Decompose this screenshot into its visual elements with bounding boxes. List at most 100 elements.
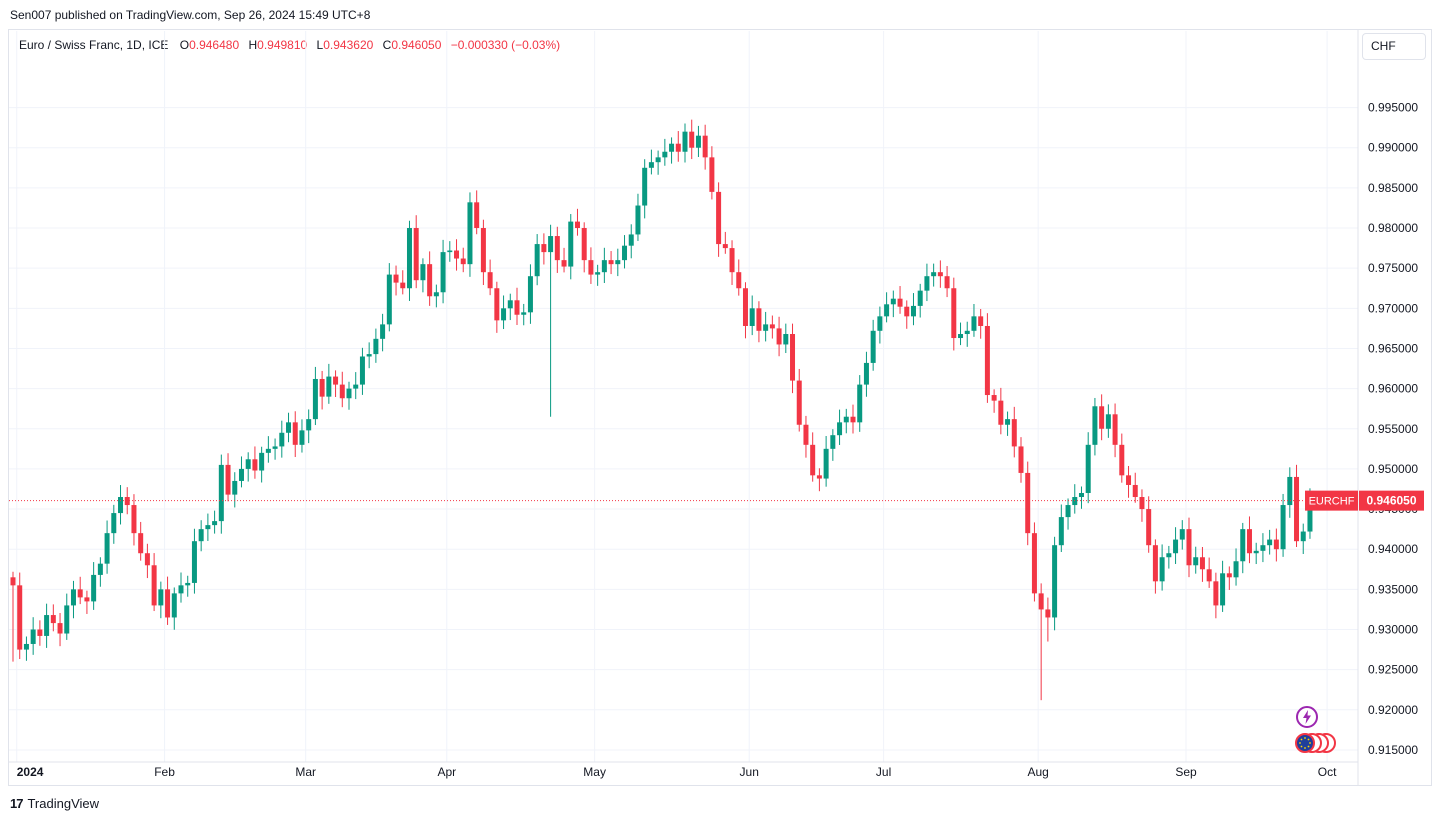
currency-button[interactable]: CHF <box>1362 33 1426 60</box>
candle <box>527 264 533 324</box>
candle <box>30 617 36 655</box>
candle <box>346 381 352 410</box>
candle <box>238 456 244 488</box>
candle <box>494 281 500 333</box>
y-tick-label: 0.925000 <box>1368 663 1418 677</box>
candle-body <box>1139 497 1145 510</box>
candle-body <box>265 448 271 453</box>
candle-body <box>386 274 392 325</box>
candle <box>769 315 775 339</box>
candle <box>595 264 601 286</box>
candle <box>326 363 332 404</box>
candle-body <box>17 585 23 650</box>
candle <box>84 590 90 614</box>
candle-body <box>158 589 164 606</box>
candle <box>413 215 419 289</box>
candle <box>561 247 567 273</box>
candle <box>165 576 171 625</box>
candle-body <box>601 260 607 273</box>
eu-flag-icon[interactable] <box>1294 731 1338 755</box>
candle <box>1005 411 1011 436</box>
candle-body <box>460 258 466 265</box>
candle <box>514 287 520 325</box>
candle-body <box>521 312 527 315</box>
candle-body <box>124 497 130 506</box>
candle <box>783 323 789 354</box>
candle <box>1105 404 1111 438</box>
candle-body <box>978 316 984 326</box>
candle-body <box>1307 501 1313 532</box>
candle-body <box>30 629 36 644</box>
candle-body <box>729 248 735 273</box>
candle <box>272 438 278 460</box>
candle <box>1078 486 1084 509</box>
candle-body <box>413 228 419 281</box>
candle-body <box>23 643 29 650</box>
candle <box>57 612 63 647</box>
candle-body <box>353 384 359 389</box>
candle <box>790 323 796 394</box>
y-tick-label: 0.920000 <box>1368 703 1418 717</box>
candle <box>958 322 964 346</box>
candle-body <box>904 306 910 317</box>
candle-body <box>1159 557 1165 582</box>
candle-body <box>1287 476 1293 506</box>
candle <box>1152 539 1158 594</box>
candle <box>366 342 372 369</box>
candle <box>1267 529 1273 555</box>
candle <box>1280 493 1286 557</box>
candle <box>64 593 70 640</box>
symbol-title[interactable]: Euro / Swiss Franc, 1D, ICE <box>19 38 169 52</box>
candle <box>17 572 23 660</box>
lightning-icon[interactable] <box>1295 705 1319 729</box>
candle-body <box>581 228 587 261</box>
candle <box>910 293 916 326</box>
candle <box>151 553 157 612</box>
y-tick-label: 0.985000 <box>1368 181 1418 195</box>
candle-body <box>796 380 802 425</box>
candle <box>574 208 580 236</box>
candle-body <box>548 236 554 253</box>
candle <box>682 123 688 163</box>
candle-body <box>1065 505 1071 518</box>
footer-brand[interactable]: TradingView <box>27 796 100 811</box>
candle <box>534 234 540 286</box>
candle <box>816 468 822 492</box>
candle <box>1126 465 1132 498</box>
candle <box>232 472 238 508</box>
candle-body <box>1018 446 1024 473</box>
candle-body <box>716 191 722 245</box>
candle-body <box>447 250 453 253</box>
high-label: H <box>248 38 258 52</box>
candle <box>675 131 681 162</box>
candle <box>964 321 970 347</box>
candle <box>50 604 56 632</box>
candle <box>554 226 560 273</box>
candle-body <box>1186 529 1192 566</box>
candlestick-chart[interactable]: 0.915000 0.920000 0.925000 0.930000 0.935000… <box>0 0 1440 790</box>
low-label: L <box>316 38 324 52</box>
tradingview-logo-icon: 17 <box>10 796 24 811</box>
chart-frame[interactable] <box>8 29 1432 786</box>
candle <box>1300 523 1306 554</box>
candle-body <box>897 298 903 307</box>
candle-body <box>1038 593 1044 610</box>
candle <box>662 138 668 166</box>
candle-body <box>218 464 224 522</box>
candle <box>917 283 923 318</box>
y-tick-label: 0.950000 <box>1368 462 1418 476</box>
candle-body <box>790 334 796 381</box>
y-tick-label: 0.990000 <box>1368 141 1418 155</box>
candle <box>581 222 587 273</box>
candle-body <box>185 582 191 586</box>
candle-body <box>433 292 439 297</box>
candle-body <box>393 274 399 283</box>
candle-body <box>937 272 943 277</box>
candle <box>393 265 399 296</box>
candle-body <box>1240 529 1246 562</box>
candle <box>353 372 359 400</box>
candle <box>830 429 836 461</box>
price-tag-bg <box>1359 490 1424 511</box>
candle <box>265 436 271 463</box>
x-tick-label: Jul <box>876 765 891 779</box>
